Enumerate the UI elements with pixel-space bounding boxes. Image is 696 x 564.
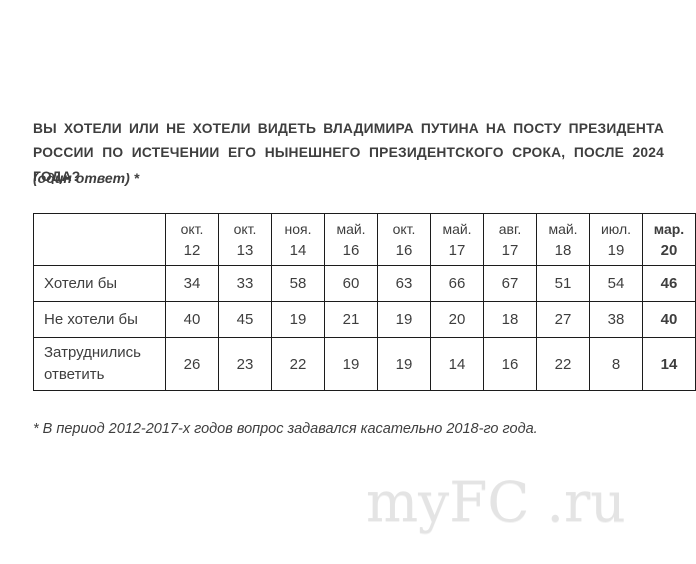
watermark: myFC .ru — [366, 470, 626, 534]
value-cell: 67 — [483, 265, 537, 302]
value-cell: 19 — [271, 301, 325, 338]
column-year: 16 — [342, 241, 360, 259]
column-month: май. — [548, 220, 578, 237]
table-body: Хотели бы 34 33 58 60 63 66 67 51 54 46 Не хотели б… — [33, 265, 696, 391]
column-month: июл. — [600, 220, 632, 237]
value-cell: 20 — [430, 301, 484, 338]
value-cell: 18 — [483, 301, 537, 338]
column-header-8: июл. 19 — [589, 213, 643, 266]
row-label: Не хотели бы — [33, 301, 166, 338]
column-month: май. — [336, 220, 366, 237]
value-cell: 33 — [218, 265, 272, 302]
answer-note: (один ответ) * — [33, 170, 140, 186]
footnote: * В период 2012-2017-х годов вопрос зада… — [33, 421, 538, 437]
value-cell: 38 — [589, 301, 643, 338]
value-cell: 66 — [430, 265, 484, 302]
table-row: Не хотели бы 40 45 19 21 19 20 18 27 38 40 — [33, 301, 696, 338]
survey-results-table: окт. 12 окт. 13 ноя. 14 май. 16 окт. 16 май. 17 авг.… — [33, 213, 696, 391]
question-line-2: РОССИИ ПО ИСТЕЧЕНИИ ЕГО НЫНЕШНЕГО ПРЕЗИД… — [33, 145, 664, 184]
column-header-0: окт. 12 — [165, 213, 219, 266]
watermark-ru: .ru — [546, 470, 626, 534]
column-year: 12 — [183, 241, 201, 259]
value-cell: 40 — [642, 301, 696, 338]
value-cell: 63 — [377, 265, 431, 302]
value-cell: 19 — [324, 337, 378, 391]
column-header-6: авг. 17 — [483, 213, 537, 266]
column-month: авг. — [498, 220, 522, 237]
value-cell: 58 — [271, 265, 325, 302]
value-cell: 51 — [536, 265, 590, 302]
watermark-myfc: myFC — [366, 470, 530, 534]
value-cell: 14 — [642, 337, 696, 391]
column-year: 17 — [501, 241, 519, 259]
value-cell: 22 — [271, 337, 325, 391]
column-header-4: окт. 16 — [377, 213, 431, 266]
survey-question: ВЫ ХОТЕЛИ ИЛИ НЕ ХОТЕЛИ ВИДЕТЬ ВЛАДИМИРА… — [33, 117, 664, 189]
value-cell: 23 — [218, 337, 272, 391]
column-month: окт. — [392, 220, 416, 237]
value-cell: 14 — [430, 337, 484, 391]
value-cell: 60 — [324, 265, 378, 302]
column-header-5: май. 17 — [430, 213, 484, 266]
column-year: 20 — [660, 241, 678, 259]
column-month: окт. — [233, 220, 257, 237]
column-year: 19 — [607, 241, 625, 259]
question-line-1: ВЫ ХОТЕЛИ ИЛИ НЕ ХОТЕЛИ ВИДЕТЬ ВЛАДИМИРА… — [33, 121, 664, 136]
value-cell: 21 — [324, 301, 378, 338]
table-header: окт. 12 окт. 13 ноя. 14 май. 16 окт. 16 май. 17 авг.… — [33, 213, 696, 266]
column-header-1: окт. 13 — [218, 213, 272, 266]
table-row: Затруднились ответить 26 23 22 19 19 14 16 22 8 14 — [33, 337, 696, 391]
value-cell: 40 — [165, 301, 219, 338]
column-month: май. — [442, 220, 472, 237]
table-header-row: окт. 12 окт. 13 ноя. 14 май. 16 окт. 16 май. 17 авг.… — [33, 213, 696, 266]
table-corner-cell — [33, 213, 166, 266]
column-year: 16 — [395, 241, 413, 259]
value-cell: 34 — [165, 265, 219, 302]
column-header-3: май. 16 — [324, 213, 378, 266]
value-cell: 27 — [536, 301, 590, 338]
value-cell: 46 — [642, 265, 696, 302]
table-row: Хотели бы 34 33 58 60 63 66 67 51 54 46 — [33, 265, 696, 302]
row-label: Хотели бы — [33, 265, 166, 302]
value-cell: 22 — [536, 337, 590, 391]
column-header-7: май. 18 — [536, 213, 590, 266]
value-cell: 19 — [377, 337, 431, 391]
column-header-2: ноя. 14 — [271, 213, 325, 266]
value-cell: 26 — [165, 337, 219, 391]
column-month: окт. — [180, 220, 204, 237]
column-year: 14 — [289, 241, 307, 259]
row-label: Затруднились ответить — [33, 337, 166, 391]
column-year: 13 — [236, 241, 254, 259]
column-year: 18 — [554, 241, 572, 259]
value-cell: 45 — [218, 301, 272, 338]
value-cell: 19 — [377, 301, 431, 338]
column-month: ноя. — [284, 220, 312, 237]
value-cell: 8 — [589, 337, 643, 391]
value-cell: 54 — [589, 265, 643, 302]
column-month: мар. — [653, 220, 685, 237]
value-cell: 16 — [483, 337, 537, 391]
column-year: 17 — [448, 241, 466, 259]
column-header-9: мар. 20 — [642, 213, 696, 266]
